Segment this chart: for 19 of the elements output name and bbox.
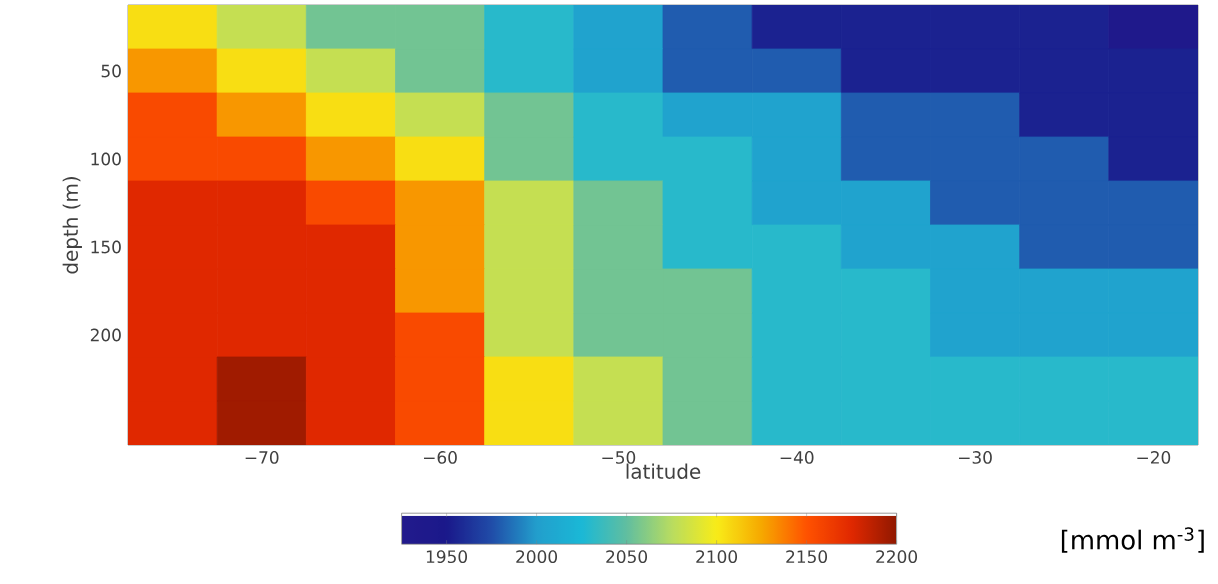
x-tick-label: −50 [602,451,636,464]
x-tick-label: −60 [424,451,457,464]
color-bar-label: 2200 [876,550,918,564]
color-bar-label: 2000 [516,550,558,564]
x-tick-label: −20 [1137,451,1171,464]
x-tick-label: −40 [780,451,814,464]
y-tick-label: 50 [101,64,121,78]
y-tick-label: 200 [90,328,121,342]
x-tick-label: −70 [245,451,279,464]
y-axis-title: depth (m) [62,177,82,274]
x-tick-label: −30 [959,451,992,464]
color-bar-label: 2150 [786,550,828,564]
y-tick-label: 100 [91,152,121,166]
color-bar-label: 2100 [696,550,738,564]
y-tick-label: 150 [91,240,121,254]
color-bar-label: 1950 [426,550,468,564]
x-axis-title: latitude [626,463,701,479]
color-bar-title: [mmol m$^{-3}$] [1061,527,1204,553]
color-bar-label: 2050 [606,550,648,564]
